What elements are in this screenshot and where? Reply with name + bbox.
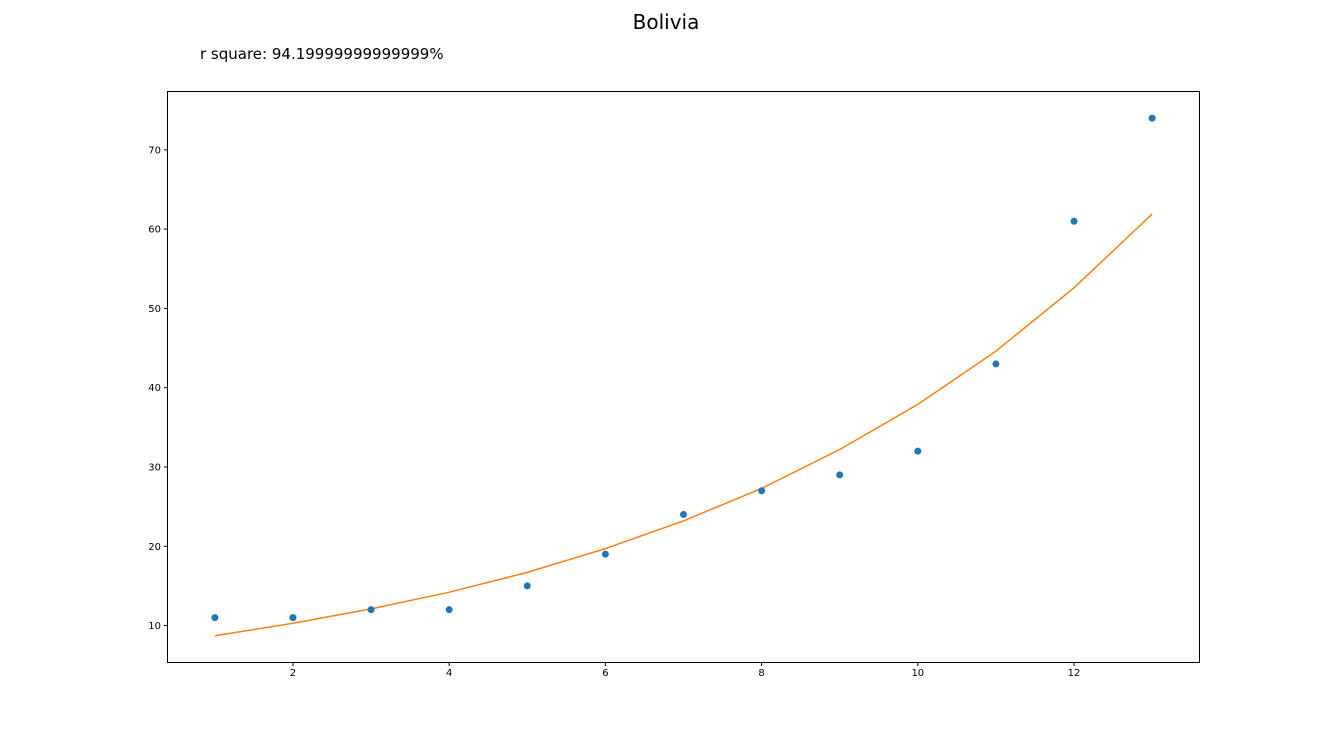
y-axis: 10 20 30 40 50 60 70 [148, 145, 168, 632]
y-tick-label: 70 [148, 145, 161, 156]
data-point [836, 471, 844, 479]
x-axis: 2 4 6 8 10 12 [290, 662, 1081, 679]
r-square-annotation: r square: 94.19999999999999% [200, 45, 444, 63]
x-tick-label: 6 [602, 668, 608, 679]
x-tick-label: 4 [446, 668, 452, 679]
x-tick-label: 8 [758, 668, 764, 679]
y-tick-label: 10 [148, 621, 161, 632]
plot-frame [167, 91, 1200, 663]
data-point [1148, 114, 1156, 122]
series-layer [211, 114, 1156, 637]
data-point [367, 606, 375, 614]
y-tick-label: 30 [148, 462, 161, 473]
data-point [914, 447, 922, 455]
data-point [445, 606, 453, 614]
y-tick-label: 20 [148, 542, 161, 553]
data-point [601, 550, 609, 558]
y-tick-label: 60 [148, 225, 161, 236]
data-point [680, 511, 687, 519]
data-point [523, 582, 531, 590]
x-tick-label: 2 [290, 668, 296, 679]
data-point [992, 360, 1000, 368]
data-point [758, 487, 766, 495]
y-tick-label: 40 [148, 383, 161, 394]
data-point [1070, 217, 1078, 225]
fit-line [214, 213, 1153, 637]
x-tick-label: 10 [911, 668, 924, 679]
chart-title: Bolivia [632, 10, 700, 34]
y-tick-label: 50 [148, 304, 161, 315]
data-point [211, 614, 219, 622]
data-point [289, 614, 297, 622]
x-tick-label: 12 [1068, 668, 1081, 679]
